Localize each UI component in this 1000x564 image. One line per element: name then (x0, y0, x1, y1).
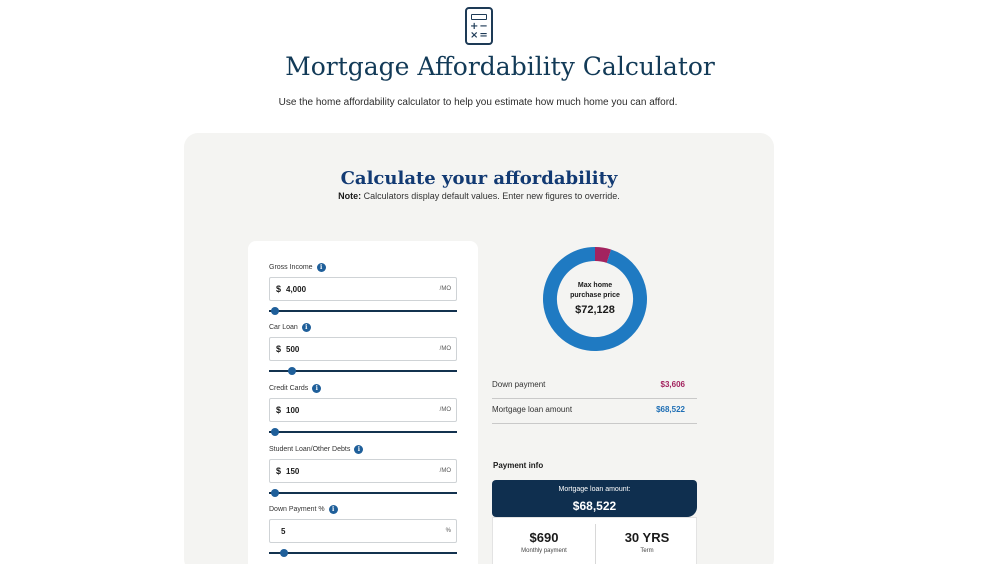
note-label: Note: (338, 191, 362, 201)
summary-row-loan-amount: Mortgage loan amount $68,522 (492, 399, 697, 424)
term-value: 30 YRS (624, 530, 670, 545)
gross-income-value[interactable]: 4,000 (286, 285, 307, 294)
car-loan-field: Car Loan i $500/MO (269, 322, 457, 375)
gross-income-input[interactable]: $4,000/MO (269, 277, 457, 301)
student-loan-input[interactable]: $150/MO (269, 459, 457, 483)
unit-label: % (445, 528, 451, 534)
slider-track[interactable] (269, 370, 457, 372)
summary-row-down-payment: Down payment $3,606 (492, 374, 697, 399)
currency-symbol: $ (276, 405, 282, 415)
monthly-payment-label: Monthly payment (521, 548, 567, 554)
banner-value: $68,522 (572, 499, 617, 513)
donut-label: Max home purchase price (542, 281, 648, 301)
note-text: Calculators display default values. Ente… (361, 191, 620, 201)
donut-segment-loan (543, 247, 647, 351)
slider-track[interactable] (269, 310, 457, 312)
page-title: Mortgage Affordability Calculator (285, 52, 715, 81)
down-payment-label: Down Payment % (269, 505, 325, 513)
gross-income-label: Gross Income (269, 263, 313, 271)
car-loan-value[interactable]: 500 (286, 345, 300, 354)
info-icon[interactable]: i (354, 444, 364, 454)
summary-value: $3,606 (660, 380, 685, 389)
student-loan-label: Student Loan/Other Debts (269, 445, 351, 453)
credit-cards-field: Credit Cards i $100/MO (269, 383, 457, 436)
student-loan-field: Student Loan/Other Debts i $150/MO (269, 444, 457, 497)
unit-label: /MO (439, 468, 451, 474)
donut-center: Max home purchase price $72,128 (542, 246, 648, 352)
slider-thumb[interactable] (270, 489, 279, 497)
info-icon[interactable]: i (316, 262, 326, 272)
slider-thumb[interactable] (280, 549, 289, 557)
term-label: Term (640, 548, 654, 554)
currency-symbol: $ (276, 284, 282, 294)
info-icon[interactable]: i (312, 383, 322, 393)
calculator-note: Note: Calculators display default values… (184, 191, 774, 201)
term-stat: 30 YRS Term (596, 518, 698, 564)
car-loan-input[interactable]: $500/MO (269, 337, 457, 361)
max-purchase-price: $72,128 (575, 304, 615, 316)
gross-income-slider[interactable] (269, 307, 457, 315)
unit-label: /MO (439, 346, 451, 352)
calculator-screen (471, 14, 487, 20)
down-payment-input[interactable]: 5% (269, 519, 457, 543)
unit-label: /MO (439, 286, 451, 292)
credit-cards-slider[interactable] (269, 428, 457, 436)
credit-cards-value[interactable]: 100 (286, 406, 300, 415)
purchase-price-donut (543, 247, 647, 351)
donut-label-line2: purchase price (570, 292, 620, 299)
slider-track[interactable] (269, 552, 457, 554)
monthly-payment-stat: $690 Monthly payment (493, 518, 595, 564)
currency-symbol: $ (276, 344, 282, 354)
slider-thumb[interactable] (287, 367, 296, 375)
gross-income-field: Gross Income i $4,000/MO (269, 262, 457, 315)
student-loan-value[interactable]: 150 (286, 467, 300, 476)
currency-symbol: $ (276, 466, 282, 476)
car-loan-slider[interactable] (269, 367, 457, 375)
down-payment-field: Down Payment % i 5% (269, 504, 457, 557)
donut-label-line1: Max home (577, 282, 613, 289)
info-icon[interactable]: i (301, 322, 311, 332)
payment-info-heading: Payment info (493, 461, 544, 470)
donut-segment-down-payment (543, 247, 647, 351)
page-subtitle: Use the home affordability calculator to… (278, 97, 678, 108)
monthly-payment-value: $690 (529, 530, 559, 545)
loan-amount-banner: Mortgage loan amount: $68,522 (492, 480, 697, 517)
unit-label: /MO (439, 407, 451, 413)
calculator-icon: +− ×= (465, 7, 493, 45)
stat-divider (595, 524, 596, 564)
payment-stats: $690 Monthly payment 30 YRS Term (492, 517, 697, 564)
student-loan-slider[interactable] (269, 489, 457, 497)
summary-label: Down payment (492, 380, 546, 389)
banner-label: Mortgage loan amount: (558, 486, 631, 493)
down-payment-value[interactable]: 5 (281, 527, 286, 536)
slider-track[interactable] (269, 492, 457, 494)
slider-thumb[interactable] (270, 307, 279, 315)
calculator-title: Calculate your affordability (340, 168, 618, 189)
credit-cards-input[interactable]: $100/MO (269, 398, 457, 422)
summary-label: Mortgage loan amount (492, 405, 573, 414)
calculator-operators: +− ×= (470, 21, 489, 41)
car-loan-label: Car Loan (269, 323, 298, 331)
credit-cards-label: Credit Cards (269, 384, 309, 392)
down-payment-slider[interactable] (269, 549, 457, 557)
summary-value: $68,522 (656, 405, 685, 414)
info-icon[interactable]: i (328, 504, 338, 514)
slider-thumb[interactable] (270, 428, 279, 436)
slider-track[interactable] (269, 431, 457, 433)
